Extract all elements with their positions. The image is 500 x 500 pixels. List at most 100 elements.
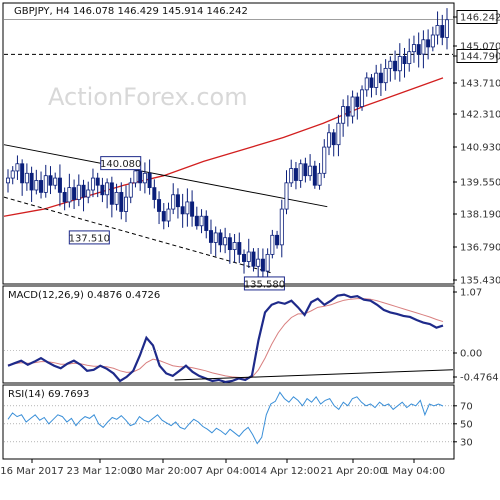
x-tick-label: 21 Apr 20:00 bbox=[320, 466, 385, 477]
rsi-y-axis: 70 50 30 bbox=[453, 401, 473, 448]
candle-body bbox=[147, 172, 152, 189]
candle-body bbox=[171, 194, 176, 210]
y-tick-label: 138.190 bbox=[460, 210, 500, 221]
annotation-label: 137.510 bbox=[69, 233, 110, 244]
candle-body bbox=[303, 163, 308, 177]
candle-body bbox=[388, 60, 393, 69]
rsi-y-tick-label: 70 bbox=[460, 401, 473, 412]
candle bbox=[369, 74, 374, 98]
candle bbox=[237, 232, 242, 263]
candle bbox=[421, 30, 426, 69]
candle-body bbox=[138, 170, 143, 184]
candle-body bbox=[355, 96, 360, 107]
candle bbox=[242, 249, 247, 274]
candle-body bbox=[180, 206, 185, 215]
macd-y-tick-label: 1.07 bbox=[460, 288, 482, 299]
candle-body bbox=[341, 106, 346, 124]
candle-body bbox=[157, 199, 162, 212]
macd-panel-title: MACD(12,26,9) 0.4876 0.4726 bbox=[8, 290, 160, 301]
candle bbox=[383, 59, 388, 91]
candle bbox=[364, 72, 369, 97]
annotation: 137.510 bbox=[69, 230, 110, 245]
candle bbox=[246, 238, 251, 268]
candle bbox=[114, 183, 119, 211]
macd-y-axis: 1.07 0.00 -0.4764 bbox=[453, 288, 499, 384]
candle bbox=[138, 166, 143, 191]
candle bbox=[24, 163, 29, 191]
candle-body bbox=[411, 44, 416, 53]
candle bbox=[100, 177, 105, 203]
candle-body bbox=[440, 25, 445, 38]
rsi-panel-title: RSI(14) 69.7693 bbox=[8, 389, 89, 400]
candle-body bbox=[430, 34, 435, 48]
candle-body bbox=[57, 177, 62, 193]
candle-body bbox=[194, 215, 199, 227]
candle bbox=[86, 181, 91, 204]
candle-body bbox=[265, 253, 270, 272]
candle-body bbox=[256, 258, 261, 267]
candle bbox=[393, 50, 398, 80]
candle-body bbox=[227, 237, 232, 251]
candle-body bbox=[270, 234, 275, 255]
candle bbox=[223, 227, 228, 254]
candle-body bbox=[124, 196, 129, 212]
candle bbox=[105, 178, 110, 209]
watermark: ActionForex.com bbox=[48, 83, 248, 111]
x-tick-label: 30 Mar 20:00 bbox=[130, 466, 197, 477]
candle-body bbox=[100, 184, 105, 196]
y-tick-label: 144.790 bbox=[460, 52, 500, 63]
candle bbox=[227, 233, 232, 264]
candle-body bbox=[20, 163, 25, 184]
candle-body bbox=[435, 25, 440, 36]
candle-body bbox=[317, 172, 322, 186]
candle bbox=[345, 95, 350, 127]
candle bbox=[293, 161, 298, 190]
candle-body bbox=[312, 165, 317, 186]
y-tick-label: 139.550 bbox=[460, 178, 500, 189]
candle bbox=[6, 169, 11, 193]
candle-body bbox=[407, 51, 412, 65]
candle bbox=[53, 172, 58, 190]
candle-body bbox=[298, 163, 303, 181]
x-tick-label: 16 Mar 2017 bbox=[0, 466, 63, 477]
candle-body bbox=[185, 201, 190, 215]
rsi-line bbox=[7, 391, 444, 445]
candle bbox=[67, 173, 72, 208]
candle-body bbox=[48, 175, 53, 186]
candle-body bbox=[326, 132, 331, 148]
candle bbox=[350, 90, 355, 124]
candle bbox=[171, 183, 176, 215]
candle bbox=[308, 154, 313, 181]
candle bbox=[256, 247, 261, 278]
rsi-layer bbox=[4, 391, 453, 445]
macd-y-tick-label: 0.00 bbox=[460, 349, 482, 360]
annotation: 140.080 bbox=[100, 156, 141, 171]
macd-panel-frame bbox=[2, 285, 455, 384]
candle-body bbox=[242, 253, 247, 262]
candlestick-layer bbox=[6, 8, 449, 284]
candle-body bbox=[350, 96, 355, 117]
macd-trendline bbox=[174, 369, 454, 381]
candle-body bbox=[119, 191, 124, 212]
candle-body bbox=[213, 232, 218, 243]
y-tick-label: 143.710 bbox=[460, 79, 500, 90]
candle bbox=[331, 129, 336, 157]
candle bbox=[161, 203, 166, 230]
candle bbox=[317, 163, 322, 190]
candle-body bbox=[360, 89, 365, 107]
candle-body bbox=[109, 182, 114, 205]
candle bbox=[407, 38, 412, 72]
candle-body bbox=[223, 237, 228, 246]
candle bbox=[208, 219, 213, 254]
candle-body bbox=[81, 184, 86, 198]
candle bbox=[355, 92, 360, 120]
candle bbox=[213, 226, 218, 257]
candle bbox=[440, 14, 445, 46]
candle bbox=[166, 202, 171, 228]
candle bbox=[360, 85, 365, 111]
candle bbox=[397, 43, 402, 82]
candle-body bbox=[67, 187, 72, 203]
candle bbox=[426, 29, 431, 60]
candle bbox=[29, 166, 34, 202]
